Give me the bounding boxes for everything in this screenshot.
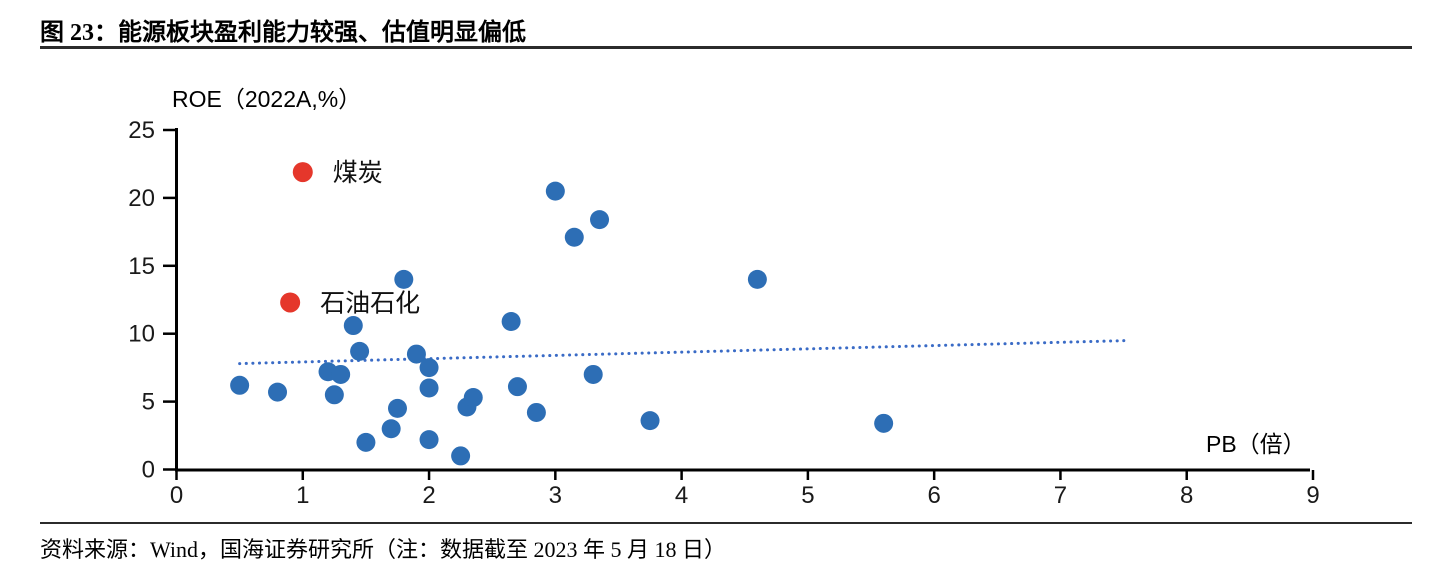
highlight-label: 煤炭 (333, 159, 383, 187)
highlight-point (280, 292, 301, 313)
data-point (747, 269, 767, 289)
title-rule (40, 46, 1412, 49)
x-tick-label: 0 (170, 482, 183, 509)
x-tick-label: 7 (1054, 482, 1067, 509)
source-note: 资料来源：Wind，国海证券研究所（注：数据截至 2023 年 5 月 18 日… (40, 537, 726, 562)
data-point (406, 344, 426, 364)
data-point (356, 432, 376, 452)
data-point (590, 210, 610, 230)
y-tick-label: 25 (128, 117, 155, 144)
trendline (238, 338, 1132, 366)
x-tick-label: 2 (422, 482, 435, 509)
data-point (545, 181, 565, 201)
x-tick-label: 8 (1180, 482, 1193, 509)
y-tick-label: 10 (128, 321, 155, 348)
data-point (394, 269, 414, 289)
y-tick-label: 20 (128, 185, 155, 212)
highlight-label: 石油石化 (320, 289, 420, 317)
x-axis-title: PB（倍） (1206, 431, 1306, 457)
data-point (526, 402, 546, 422)
x-tick-label: 4 (675, 482, 688, 509)
y-tick-label: 0 (142, 457, 155, 484)
highlight-point (292, 162, 313, 183)
data-point (230, 375, 250, 395)
data-point (501, 311, 521, 331)
y-tick-label: 5 (142, 389, 155, 416)
data-point (350, 341, 370, 361)
data-point (419, 358, 439, 378)
x-tick-label: 9 (1306, 482, 1319, 509)
data-point (564, 227, 584, 247)
x-tick-label: 6 (927, 482, 940, 509)
data-point (640, 411, 660, 431)
data-point (419, 430, 439, 450)
data-point (583, 364, 603, 384)
data-point (268, 382, 288, 402)
data-point (463, 388, 483, 408)
data-point (324, 385, 344, 405)
x-tick-label: 5 (801, 482, 814, 509)
data-point (874, 413, 894, 433)
figure-title: 图 23：能源板块盈利能力较强、估值明显偏低 (40, 20, 526, 46)
y-tick-label: 15 (128, 253, 155, 280)
x-tick-label: 1 (296, 482, 309, 509)
data-point (381, 419, 401, 439)
data-point (343, 316, 363, 336)
data-point (507, 377, 527, 397)
data-point (331, 364, 351, 384)
y-axis-title: ROE（2022A,%） (172, 86, 361, 112)
x-tick-label: 3 (549, 482, 562, 509)
data-point (387, 398, 407, 418)
data-point (419, 378, 439, 398)
data-point (451, 446, 471, 466)
footer-rule (40, 522, 1412, 524)
